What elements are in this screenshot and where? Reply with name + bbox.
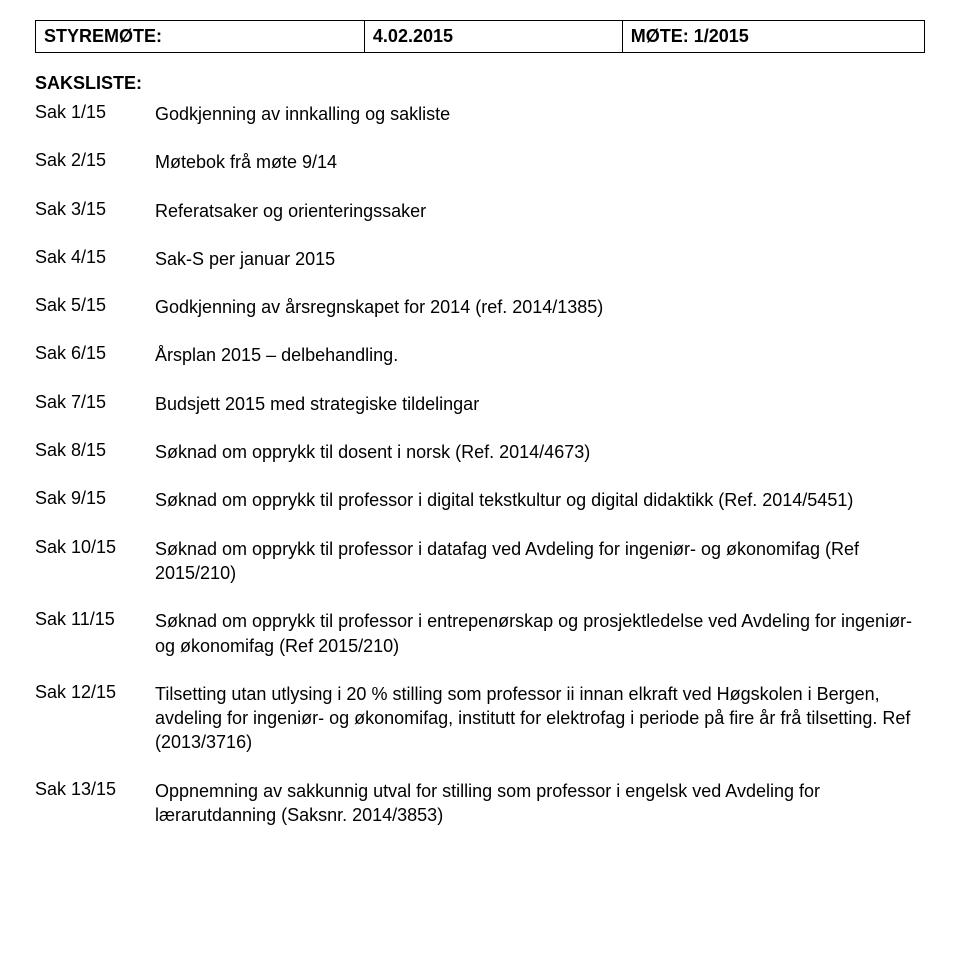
agenda-item-label: Sak 2/15 — [35, 150, 155, 171]
agenda-item: Sak 10/15 Søknad om opprykk til professo… — [35, 537, 925, 586]
agenda-item-desc: Oppnemning av sakkunnig utval for stilli… — [155, 779, 925, 828]
agenda-item: Sak 1/15 Godkjenning av innkalling og sa… — [35, 102, 925, 126]
header-cell-date: 4.02.2015 — [364, 21, 622, 53]
agenda-item: Sak 9/15 Søknad om opprykk til professor… — [35, 488, 925, 512]
agenda-item: Sak 3/15 Referatsaker og orienteringssak… — [35, 199, 925, 223]
agenda-item-label: Sak 3/15 — [35, 199, 155, 220]
agenda-item-desc: Årsplan 2015 – delbehandling. — [155, 343, 925, 367]
agenda-item-label: Sak 8/15 — [35, 440, 155, 461]
document-page: STYREMØTE: 4.02.2015 MØTE: 1/2015 SAKSLI… — [0, 0, 960, 827]
agenda-item-desc: Søknad om opprykk til professor i digita… — [155, 488, 925, 512]
agenda-item-label: Sak 5/15 — [35, 295, 155, 316]
agenda-item: Sak 8/15 Søknad om opprykk til dosent i … — [35, 440, 925, 464]
header-row: STYREMØTE: 4.02.2015 MØTE: 1/2015 — [36, 21, 925, 53]
agenda-item-label: Sak 12/15 — [35, 682, 155, 703]
agenda-item-desc: Budsjett 2015 med strategiske tildelinga… — [155, 392, 925, 416]
agenda-item-desc: Søknad om opprykk til dosent i norsk (Re… — [155, 440, 925, 464]
agenda-list: Sak 1/15 Godkjenning av innkalling og sa… — [35, 102, 925, 827]
agenda-item: Sak 5/15 Godkjenning av årsregnskapet fo… — [35, 295, 925, 319]
agenda-item-label: Sak 7/15 — [35, 392, 155, 413]
header-cell-label: STYREMØTE: — [36, 21, 365, 53]
agenda-item-desc: Godkjenning av innkalling og sakliste — [155, 102, 925, 126]
header-cell-meeting: MØTE: 1/2015 — [622, 21, 924, 53]
agenda-item-label: Sak 11/15 — [35, 609, 155, 630]
agenda-title: SAKSLISTE: — [35, 73, 925, 94]
agenda-item-desc: Sak-S per januar 2015 — [155, 247, 925, 271]
header-table: STYREMØTE: 4.02.2015 MØTE: 1/2015 — [35, 20, 925, 53]
agenda-item-desc: Tilsetting utan utlysing i 20 % stilling… — [155, 682, 925, 755]
agenda-item-label: Sak 10/15 — [35, 537, 155, 558]
agenda-item-label: Sak 9/15 — [35, 488, 155, 509]
agenda-item-desc: Søknad om opprykk til professor i entrep… — [155, 609, 925, 658]
agenda-item-label: Sak 6/15 — [35, 343, 155, 364]
agenda-item: Sak 12/15 Tilsetting utan utlysing i 20 … — [35, 682, 925, 755]
agenda-item-label: Sak 1/15 — [35, 102, 155, 123]
agenda-item: Sak 7/15 Budsjett 2015 med strategiske t… — [35, 392, 925, 416]
agenda-item-desc: Referatsaker og orienteringssaker — [155, 199, 925, 223]
agenda-item: Sak 6/15 Årsplan 2015 – delbehandling. — [35, 343, 925, 367]
agenda-item: Sak 2/15 Møtebok frå møte 9/14 — [35, 150, 925, 174]
agenda-item-desc: Godkjenning av årsregnskapet for 2014 (r… — [155, 295, 925, 319]
agenda-item-desc: Møtebok frå møte 9/14 — [155, 150, 925, 174]
agenda-item: Sak 4/15 Sak-S per januar 2015 — [35, 247, 925, 271]
agenda-item: Sak 11/15 Søknad om opprykk til professo… — [35, 609, 925, 658]
agenda-item-label: Sak 4/15 — [35, 247, 155, 268]
agenda-item-desc: Søknad om opprykk til professor i datafa… — [155, 537, 925, 586]
agenda-item-label: Sak 13/15 — [35, 779, 155, 800]
agenda-item: Sak 13/15 Oppnemning av sakkunnig utval … — [35, 779, 925, 828]
